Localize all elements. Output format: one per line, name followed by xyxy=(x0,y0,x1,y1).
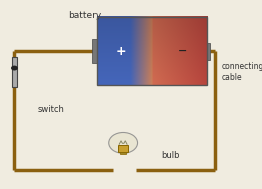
Bar xyxy=(118,145,128,152)
Circle shape xyxy=(11,66,18,70)
Bar xyxy=(12,57,17,87)
Text: connecting
cable: connecting cable xyxy=(221,62,262,81)
Bar xyxy=(120,152,126,154)
Text: battery: battery xyxy=(68,11,101,20)
Text: switch: switch xyxy=(38,105,65,114)
Text: bulb: bulb xyxy=(161,151,180,160)
Text: −: − xyxy=(178,46,187,56)
Bar xyxy=(97,17,207,85)
Bar xyxy=(207,43,210,60)
Bar xyxy=(92,39,97,63)
Circle shape xyxy=(109,132,138,153)
Text: +: + xyxy=(116,45,127,57)
